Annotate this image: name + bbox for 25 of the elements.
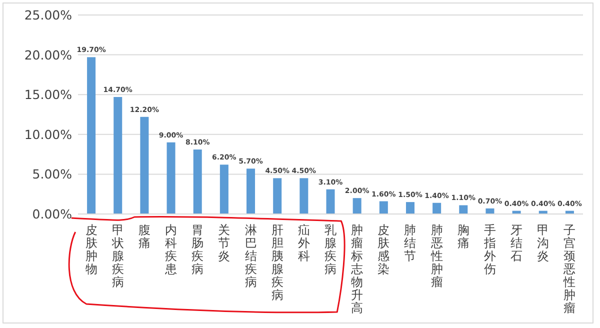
x-tick-label: 肝胆胰腺疾病 [271,223,284,302]
y-tick-label: 5.00% [32,166,72,182]
x-tick-label: 皮肤感染 [378,223,390,276]
x-tick-label: 手指外伤 [482,223,496,276]
y-tick-label: 10.00% [24,126,72,142]
x-tick-label: 关节炎 [218,223,230,263]
x-tick-label: 牙结石 [510,223,523,263]
y-tick-label: 25.00% [24,8,72,22]
x-tick-label: 甲状腺疾病 [110,223,124,289]
x-tick-label: 甲沟炎 [537,223,550,263]
x-tick-label: 疝外科 [298,223,310,263]
x-tick-label: 内科疾患 [164,223,178,276]
y-tick-label: 15.00% [24,87,72,102]
x-tick-label: 肿瘤标志物升高 [350,223,364,315]
x-tick-label: 胃肠疾病 [192,223,204,276]
x-tick-label: 皮肤肿物 [85,223,98,276]
x-tick-label: 肺恶性肿瘤 [430,223,443,289]
x-tick-label: 胸痛 [457,223,470,250]
x-tick-label: 子宫颈恶性肿瘤 [562,223,576,315]
x-tick-label: 淋巴结疾病 [244,223,257,289]
x-tick-label: 腹痛 [138,223,150,250]
y-tick-label: 0.00% [32,206,72,222]
x-tick-label: 乳腺疾病 [324,223,336,276]
y-tick-label: 20.00% [24,47,72,62]
x-tick-label: 肺结节 [404,223,416,263]
